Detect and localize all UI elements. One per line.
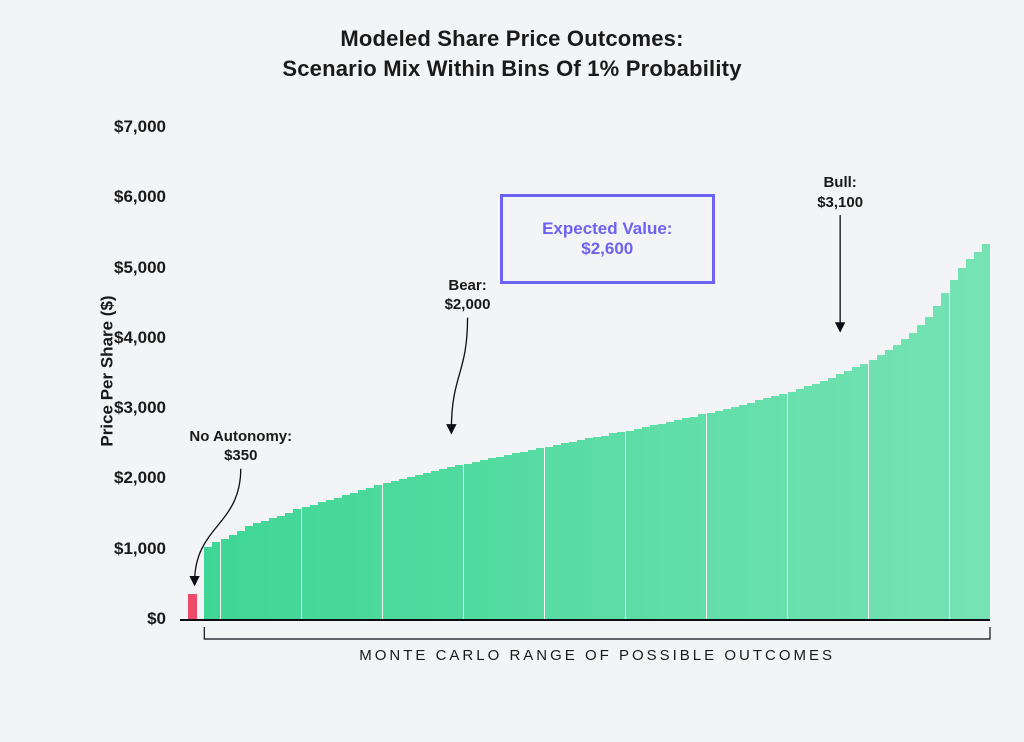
x-axis-baseline [180,619,990,621]
chart-container: Modeled Share Price Outcomes: Scenario M… [0,0,1024,742]
y-tick-label: $5,000 [114,258,166,278]
chart-title: Modeled Share Price Outcomes: Scenario M… [0,24,1024,83]
expected-value-label: Expected Value: [503,219,712,239]
y-axis-label: Price Per Share ($) [98,295,118,446]
y-tick-label: $7,000 [114,117,166,137]
x-axis-caption: MONTE CARLO RANGE OF POSSIBLE OUTCOMES [204,647,990,664]
plot-area: $0$1,000$2,000$3,000$4,000$5,000$6,000$7… [180,127,990,619]
y-tick-label: $1,000 [114,539,166,559]
expected-value-amount: $2,600 [503,239,712,259]
expected-value-box: Expected Value:$2,600 [500,194,715,283]
title-line-1: Modeled Share Price Outcomes: [0,24,1024,54]
y-tick-label: $3,000 [114,398,166,418]
y-tick-label: $6,000 [114,187,166,207]
y-tick-label: $0 [147,609,166,629]
title-line-2: Scenario Mix Within Bins Of 1% Probabili… [0,54,1024,84]
y-tick-label: $4,000 [114,328,166,348]
y-tick-label: $2,000 [114,468,166,488]
